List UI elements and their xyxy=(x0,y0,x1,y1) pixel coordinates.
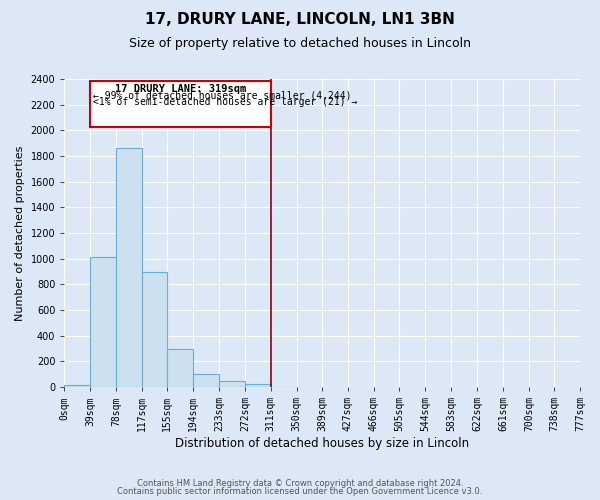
Bar xyxy=(271,386,296,387)
Bar xyxy=(142,272,167,387)
Bar xyxy=(193,374,219,387)
Text: ← 99% of detached houses are smaller (4,244): ← 99% of detached houses are smaller (4,… xyxy=(93,90,352,101)
Bar xyxy=(219,382,245,387)
X-axis label: Distribution of detached houses by size in Lincoln: Distribution of detached houses by size … xyxy=(175,437,469,450)
Text: 17 DRURY LANE: 319sqm: 17 DRURY LANE: 319sqm xyxy=(115,84,246,94)
Bar xyxy=(167,348,193,387)
Bar xyxy=(116,148,142,387)
Text: Contains HM Land Registry data © Crown copyright and database right 2024.: Contains HM Land Registry data © Crown c… xyxy=(137,478,463,488)
Text: Contains public sector information licensed under the Open Government Licence v3: Contains public sector information licen… xyxy=(118,487,482,496)
Text: Size of property relative to detached houses in Lincoln: Size of property relative to detached ho… xyxy=(129,38,471,51)
Text: <1% of semi-detached houses are larger (21) →: <1% of semi-detached houses are larger (… xyxy=(93,97,357,107)
Bar xyxy=(245,384,271,387)
Bar xyxy=(90,258,116,387)
FancyBboxPatch shape xyxy=(90,81,271,126)
Bar xyxy=(64,384,90,387)
Y-axis label: Number of detached properties: Number of detached properties xyxy=(15,146,25,321)
Text: 17, DRURY LANE, LINCOLN, LN1 3BN: 17, DRURY LANE, LINCOLN, LN1 3BN xyxy=(145,12,455,28)
